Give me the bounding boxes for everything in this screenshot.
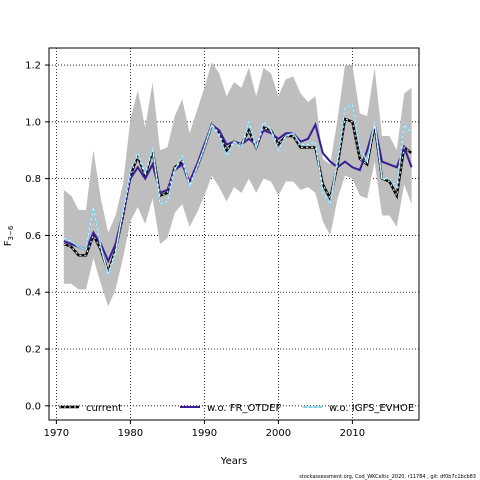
- y-tick-label: 0.2: [25, 345, 41, 356]
- y-tick-label: 0.4: [25, 288, 41, 299]
- y-axis-title: F3−6: [3, 225, 15, 246]
- x-axis-title: Years: [220, 456, 247, 467]
- legend-label-current: current: [86, 403, 122, 414]
- y-tick-label: 1.2: [25, 61, 41, 72]
- y-tick-label: 1.0: [25, 117, 41, 128]
- series-line-wo-igfs-evhoe: [63, 103, 413, 279]
- x-tick-label: 1970: [44, 428, 69, 439]
- series-lines-group: [63, 103, 413, 279]
- grid-lines: [49, 48, 419, 420]
- x-tick-label: 1990: [192, 428, 217, 439]
- plot-frame: [48, 47, 420, 421]
- legend-label-w-o-igfs-evhoe: w.o. IGFS_EVHOE: [329, 403, 414, 414]
- y-tick-label: 0.8: [25, 174, 41, 185]
- footer-text: stockassessment.org, Cod_WKCeltic_2020, …: [299, 474, 476, 480]
- legend: current w.o. FR_OTDEF w.o. IGFS_EVHOE: [59, 403, 414, 414]
- x-tick-label: 1980: [118, 428, 143, 439]
- series-line-current-dash: [63, 118, 412, 274]
- confidence-band: [63, 62, 412, 307]
- x-tick-label: 2010: [340, 428, 365, 439]
- y-tick-label: 0.6: [25, 231, 41, 242]
- axes-group: 1970 1980 1990 2000 2010 0.0 0.2 0.4 0.6 0.8 1.0 1.…: [25, 47, 420, 439]
- legend-label-w-o-fr-otdef: w.o. FR_OTDEF: [207, 403, 281, 414]
- y-tick-label: 0.0: [25, 401, 41, 412]
- y-axis-title-main: F: [3, 240, 14, 246]
- x-tick-label: 2000: [266, 428, 291, 439]
- y-axis-title-subscript: 3−6: [7, 225, 15, 240]
- confidence-band-group: [63, 62, 412, 307]
